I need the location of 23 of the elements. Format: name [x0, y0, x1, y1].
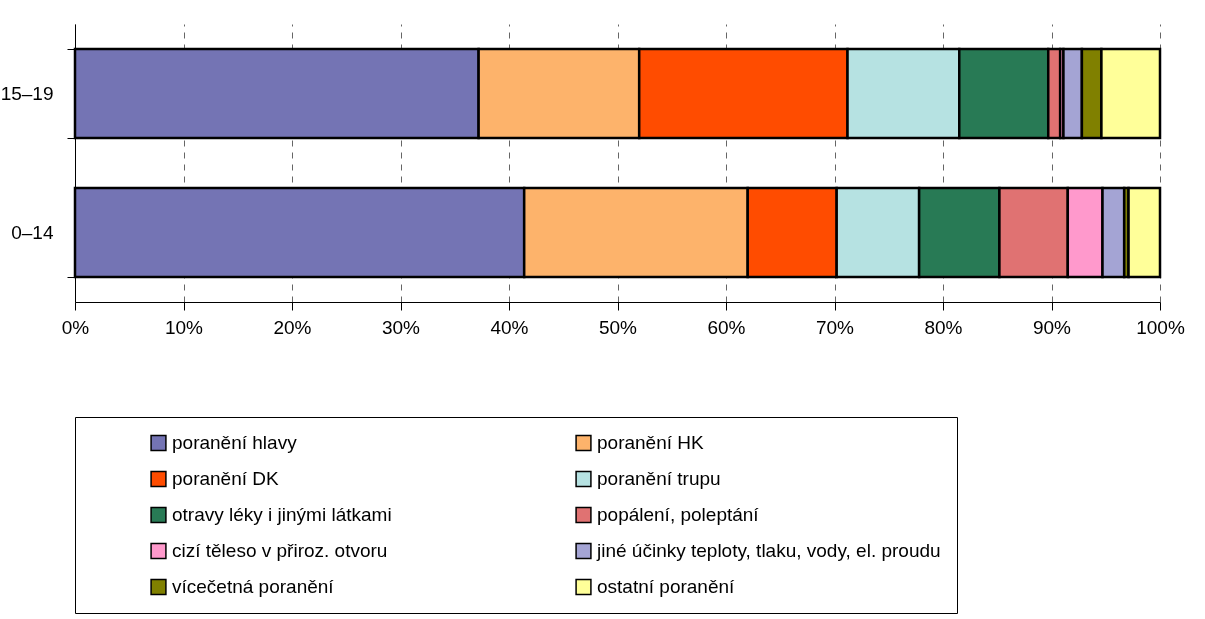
x-tick-label: 10% — [164, 316, 204, 338]
x-tick-label: 20% — [273, 316, 312, 338]
legend-label: otravy léky i jinými látkami — [172, 504, 392, 525]
legend-label: popálení, poleptání — [597, 504, 760, 525]
x-tick-label: 50% — [598, 316, 638, 338]
legend-label: vícečetná poranění — [172, 576, 335, 597]
y-tick-label: 0–14 — [11, 222, 54, 243]
x-tick-label: 100% — [1136, 316, 1185, 338]
legend-label: poranění trupu — [597, 468, 721, 489]
x-tick-label: 0% — [61, 316, 90, 338]
x-tick-label: 40% — [490, 316, 529, 338]
legend-label: poranění HK — [597, 432, 705, 453]
legend-label: poranění DK — [172, 468, 280, 489]
x-tick-label: 80% — [924, 316, 963, 338]
legend-label: poranění hlavy — [172, 432, 298, 453]
legend-label: ostatní poranění — [597, 576, 736, 597]
x-tick-label: 60% — [707, 316, 746, 338]
legend-label: jiné účinky teploty, tlaku, vody, el. proudu — [596, 540, 941, 561]
x-tick-label: 30% — [381, 316, 421, 338]
legend-label: cizí těleso v přiroz. otvoru — [172, 540, 388, 561]
y-tick-label: 15–19 — [0, 83, 54, 104]
x-tick-label: 70% — [815, 316, 855, 338]
x-tick-label: 90% — [1032, 316, 1072, 338]
